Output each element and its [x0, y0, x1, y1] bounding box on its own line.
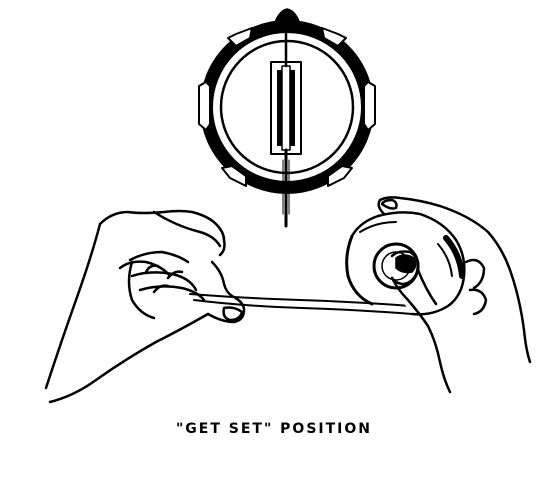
right-thumbnail [395, 254, 417, 274]
lanyard-strap [189, 293, 413, 315]
right-hand [377, 196, 532, 394]
figure-caption: "GET SET" POSITION [176, 421, 372, 437]
left-thumbnail [222, 306, 244, 322]
compass-cover [198, 8, 376, 228]
compass-sight-needle [282, 148, 290, 228]
right-index-nail [380, 198, 398, 210]
compass-bezel-notches [198, 27, 376, 187]
left-hand [44, 209, 246, 404]
compass-sight-window [270, 30, 302, 155]
